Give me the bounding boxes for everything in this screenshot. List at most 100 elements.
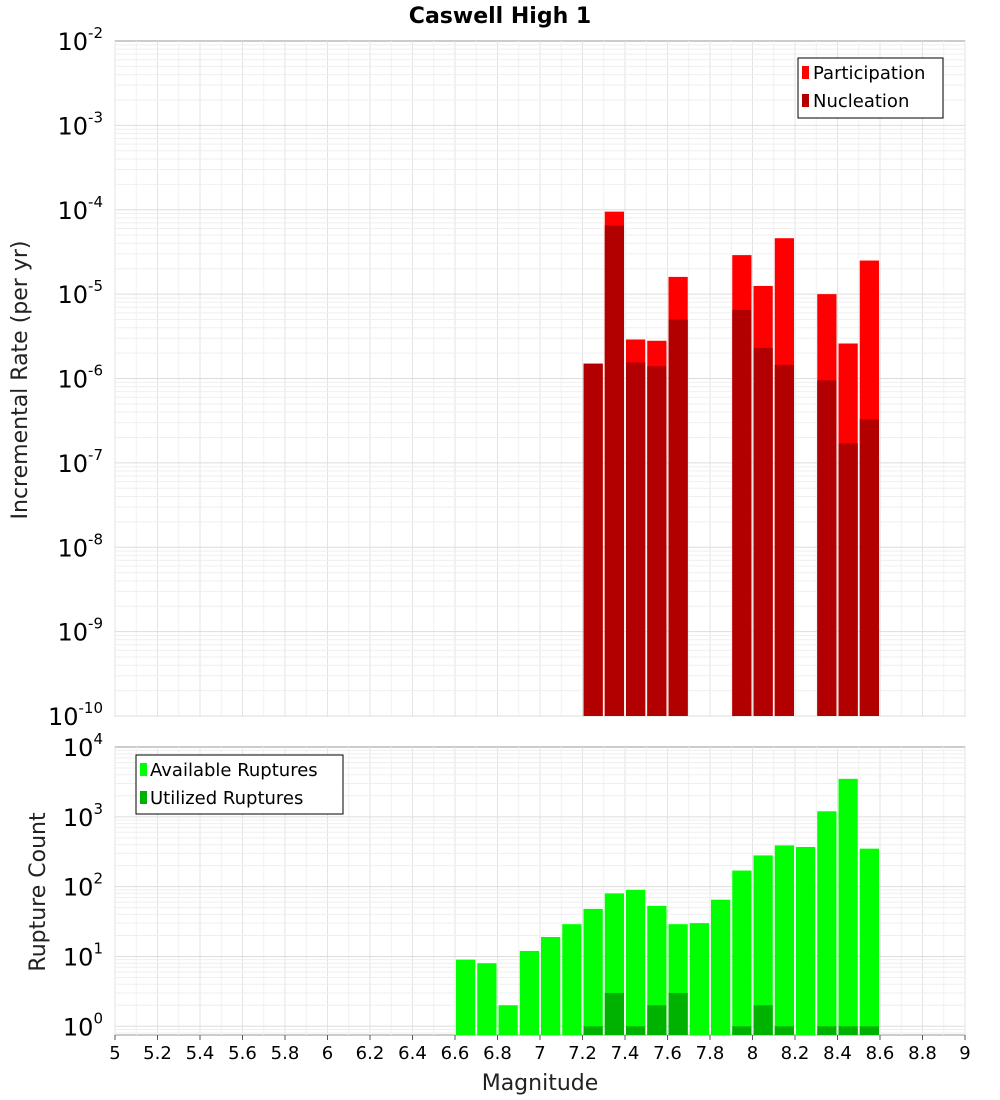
- top-y-tick-label: 10-4: [57, 193, 103, 225]
- nucleation-bar: [753, 347, 773, 716]
- bottom-y-axis-label: Rupture Count: [26, 812, 51, 972]
- bottom-y-tick-base: 10: [63, 874, 94, 902]
- x-tick-label: 7.8: [696, 1043, 725, 1064]
- available-ruptures-bar: [626, 889, 646, 1035]
- x-tick-label: 5.2: [143, 1043, 172, 1064]
- utilized-ruptures-bar: [838, 1026, 858, 1035]
- utilized-ruptures-bar: [732, 1026, 752, 1035]
- x-tick-label: 5.4: [186, 1043, 215, 1064]
- x-tick-label: 6.6: [441, 1043, 470, 1064]
- nucleation-bar: [817, 380, 837, 716]
- bottom-y-tick-label: 102: [63, 870, 103, 902]
- bottom-y-tick-base: 10: [63, 943, 94, 971]
- available-ruptures-bar: [541, 936, 561, 1035]
- nucleation-bar: [604, 225, 624, 716]
- top-y-tick-label: 10-2: [57, 24, 103, 56]
- legend-participation: Participation: [813, 63, 925, 84]
- utilized-ruptures-bar: [604, 992, 624, 1035]
- nucleation-bar: [774, 364, 794, 716]
- x-axis-label: Magnitude: [482, 1071, 599, 1096]
- legend-utilized-ruptures: Utilized Ruptures: [150, 788, 303, 809]
- top-y-tick-base: 10: [57, 534, 88, 562]
- bottom-y-tick-exponent: 1: [93, 939, 103, 957]
- nucleation-bar: [859, 419, 879, 716]
- available-ruptures-bar: [796, 846, 816, 1035]
- available-ruptures-bar: [647, 905, 667, 1035]
- top-legend: Participation Nucleation: [797, 57, 944, 119]
- x-axis-ticks: 5 5.2 5.4 5.6 5.8 6 6.2 6.4 6.6 6.8 7 7.2 7.4 7.6 7.8 8…: [109, 1035, 971, 1064]
- available-ruptures-bar: [689, 923, 709, 1035]
- bottom-y-tick-label: 104: [63, 730, 103, 762]
- bottom-legend-box: [135, 754, 344, 815]
- bottom-bars: [456, 778, 879, 1035]
- top-y-tick-base: 10: [57, 366, 88, 394]
- utilized-ruptures-bar: [626, 1026, 646, 1035]
- participation-plot: 10-210-310-410-510-610-710-810-910-10 In…: [8, 24, 966, 731]
- top-y-tick-exponent: -9: [88, 615, 103, 633]
- x-tick-label: 6.2: [356, 1043, 385, 1064]
- bottom-y-tick-exponent: 4: [93, 730, 103, 748]
- x-tick-label: 6: [322, 1043, 333, 1064]
- available-swatch: [140, 763, 147, 776]
- top-y-tick-exponent: -8: [88, 530, 103, 548]
- x-tick-label: 8.8: [908, 1043, 937, 1064]
- top-y-tick-label: 10-8: [57, 530, 103, 562]
- utilized-ruptures-bar: [583, 1026, 603, 1035]
- available-ruptures-bar: [838, 778, 858, 1035]
- top-y-tick-exponent: -5: [88, 277, 103, 295]
- nucleation-bar: [647, 366, 667, 716]
- top-y-tick-base: 10: [57, 619, 88, 647]
- x-tick-label: 6.4: [398, 1043, 427, 1064]
- nucleation-swatch: [802, 94, 809, 107]
- top-y-tick-exponent: -7: [88, 446, 103, 464]
- top-y-tick-label: 10-5: [57, 277, 103, 309]
- chart-title: Caswell High 1: [409, 4, 591, 29]
- x-tick-label: 5: [109, 1043, 120, 1064]
- available-ruptures-bar: [711, 899, 731, 1035]
- nucleation-bar: [583, 363, 603, 716]
- available-ruptures-bar: [562, 924, 582, 1035]
- bottom-y-tick-base: 10: [63, 1013, 94, 1041]
- x-tick-label: 7: [534, 1043, 545, 1064]
- legend-nucleation: Nucleation: [813, 91, 909, 112]
- available-ruptures-bar: [859, 848, 879, 1035]
- x-tick-label: 8.4: [823, 1043, 852, 1064]
- utilized-ruptures-bar: [859, 1026, 879, 1035]
- x-tick-label: 8.6: [866, 1043, 895, 1064]
- top-y-tick-exponent: -3: [88, 108, 103, 126]
- top-y-tick-exponent: -10: [79, 699, 104, 717]
- available-ruptures-bar: [456, 959, 476, 1035]
- nucleation-bar: [732, 309, 752, 716]
- bottom-y-tick-base: 10: [63, 804, 94, 832]
- nucleation-bar: [626, 362, 646, 716]
- x-tick-label: 7.6: [653, 1043, 682, 1064]
- top-y-tick-label: 10-6: [57, 362, 103, 394]
- utilized-ruptures-bar: [774, 1026, 794, 1035]
- bottom-y-tick-label: 101: [63, 939, 103, 971]
- x-tick-label: 7.4: [611, 1043, 640, 1064]
- top-y-tick-exponent: -2: [88, 24, 103, 42]
- x-tick-label: 5.8: [271, 1043, 300, 1064]
- participation-swatch: [802, 66, 809, 79]
- legend-available-ruptures: Available Ruptures: [150, 760, 318, 781]
- top-gridlines: [114, 41, 966, 717]
- x-tick-label: 8: [747, 1043, 758, 1064]
- top-legend-box: [797, 57, 944, 119]
- bottom-y-tick-exponent: 0: [93, 1009, 103, 1027]
- x-tick-label: 6.8: [483, 1043, 512, 1064]
- top-y-ticks: 10-210-310-410-510-610-710-810-910-10: [48, 24, 103, 731]
- utilized-ruptures-bar: [817, 1026, 837, 1035]
- bottom-y-tick-exponent: 3: [93, 800, 103, 818]
- top-y-tick-base: 10: [48, 703, 79, 731]
- top-y-tick-exponent: -4: [88, 193, 103, 211]
- available-ruptures-bar: [817, 811, 837, 1035]
- top-y-tick-exponent: -6: [88, 362, 103, 380]
- available-ruptures-bar: [732, 870, 752, 1035]
- bottom-y-tick-exponent: 2: [93, 870, 103, 888]
- x-tick-label: 8.2: [781, 1043, 810, 1064]
- top-y-tick-base: 10: [57, 112, 88, 140]
- available-ruptures-bar: [753, 855, 773, 1035]
- bottom-y-tick-label: 103: [63, 800, 103, 832]
